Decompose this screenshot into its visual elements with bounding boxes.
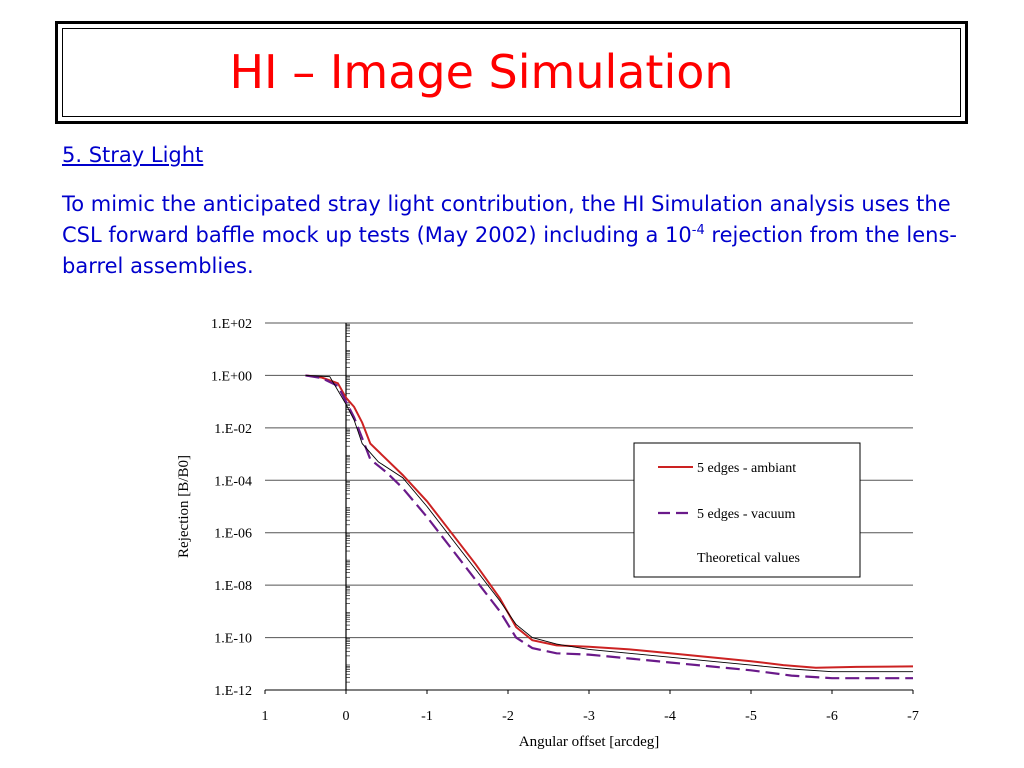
x-tick-label: -1: [421, 709, 433, 724]
y-tick-label: 1.E-10: [214, 632, 252, 647]
y-tick-label: 1.E+02: [211, 317, 252, 332]
x-tick-label: 0: [343, 709, 350, 724]
x-tick-label: -5: [745, 709, 757, 724]
description-paragraph: To mimic the anticipated stray light con…: [62, 189, 992, 282]
series-line-2: [305, 374, 913, 680]
section-heading: 5. Stray Light: [62, 143, 204, 167]
y-tick-label: 1.E-04: [214, 474, 252, 489]
y-tick-label: 1.E-12: [214, 684, 252, 699]
y-axis-title: Rejection [B/B0]: [176, 455, 192, 558]
x-tick-label: -4: [664, 709, 676, 724]
paragraph-exponent: -4: [691, 223, 705, 238]
legend-label: 5 edges - vacuum: [697, 507, 795, 522]
legend-label: 5 edges - ambiant: [697, 461, 796, 476]
title-box: HI – Image Simulation: [55, 21, 968, 124]
x-tick-label: -3: [583, 709, 595, 724]
paragraph-text-end: rejection from the lens-barrel assemblie…: [62, 223, 957, 278]
x-tick-label: -2: [502, 709, 514, 724]
x-tick-label: -7: [907, 709, 919, 724]
legend-box: [633, 442, 861, 578]
y-tick-label: 1.E-08: [214, 579, 252, 594]
y-tick-label: 1.E-06: [214, 527, 252, 542]
series-line-1: [305, 374, 914, 669]
y-tick-label: 1.E-02: [214, 422, 252, 437]
paragraph-text-start: To mimic the anticipated stray light con…: [62, 192, 951, 247]
slide-title: HI – Image Simulation: [229, 45, 734, 99]
series-line-3: [305, 374, 913, 673]
x-tick-label: 1: [262, 709, 269, 724]
legend-label: Theoretical values: [697, 551, 800, 566]
x-tick-label: -6: [826, 709, 838, 724]
x-axis-title: Angular offset [arcdeg]: [519, 734, 660, 750]
title-box-inner-border: [62, 28, 961, 117]
y-tick-label: 1.E+00: [211, 369, 252, 384]
